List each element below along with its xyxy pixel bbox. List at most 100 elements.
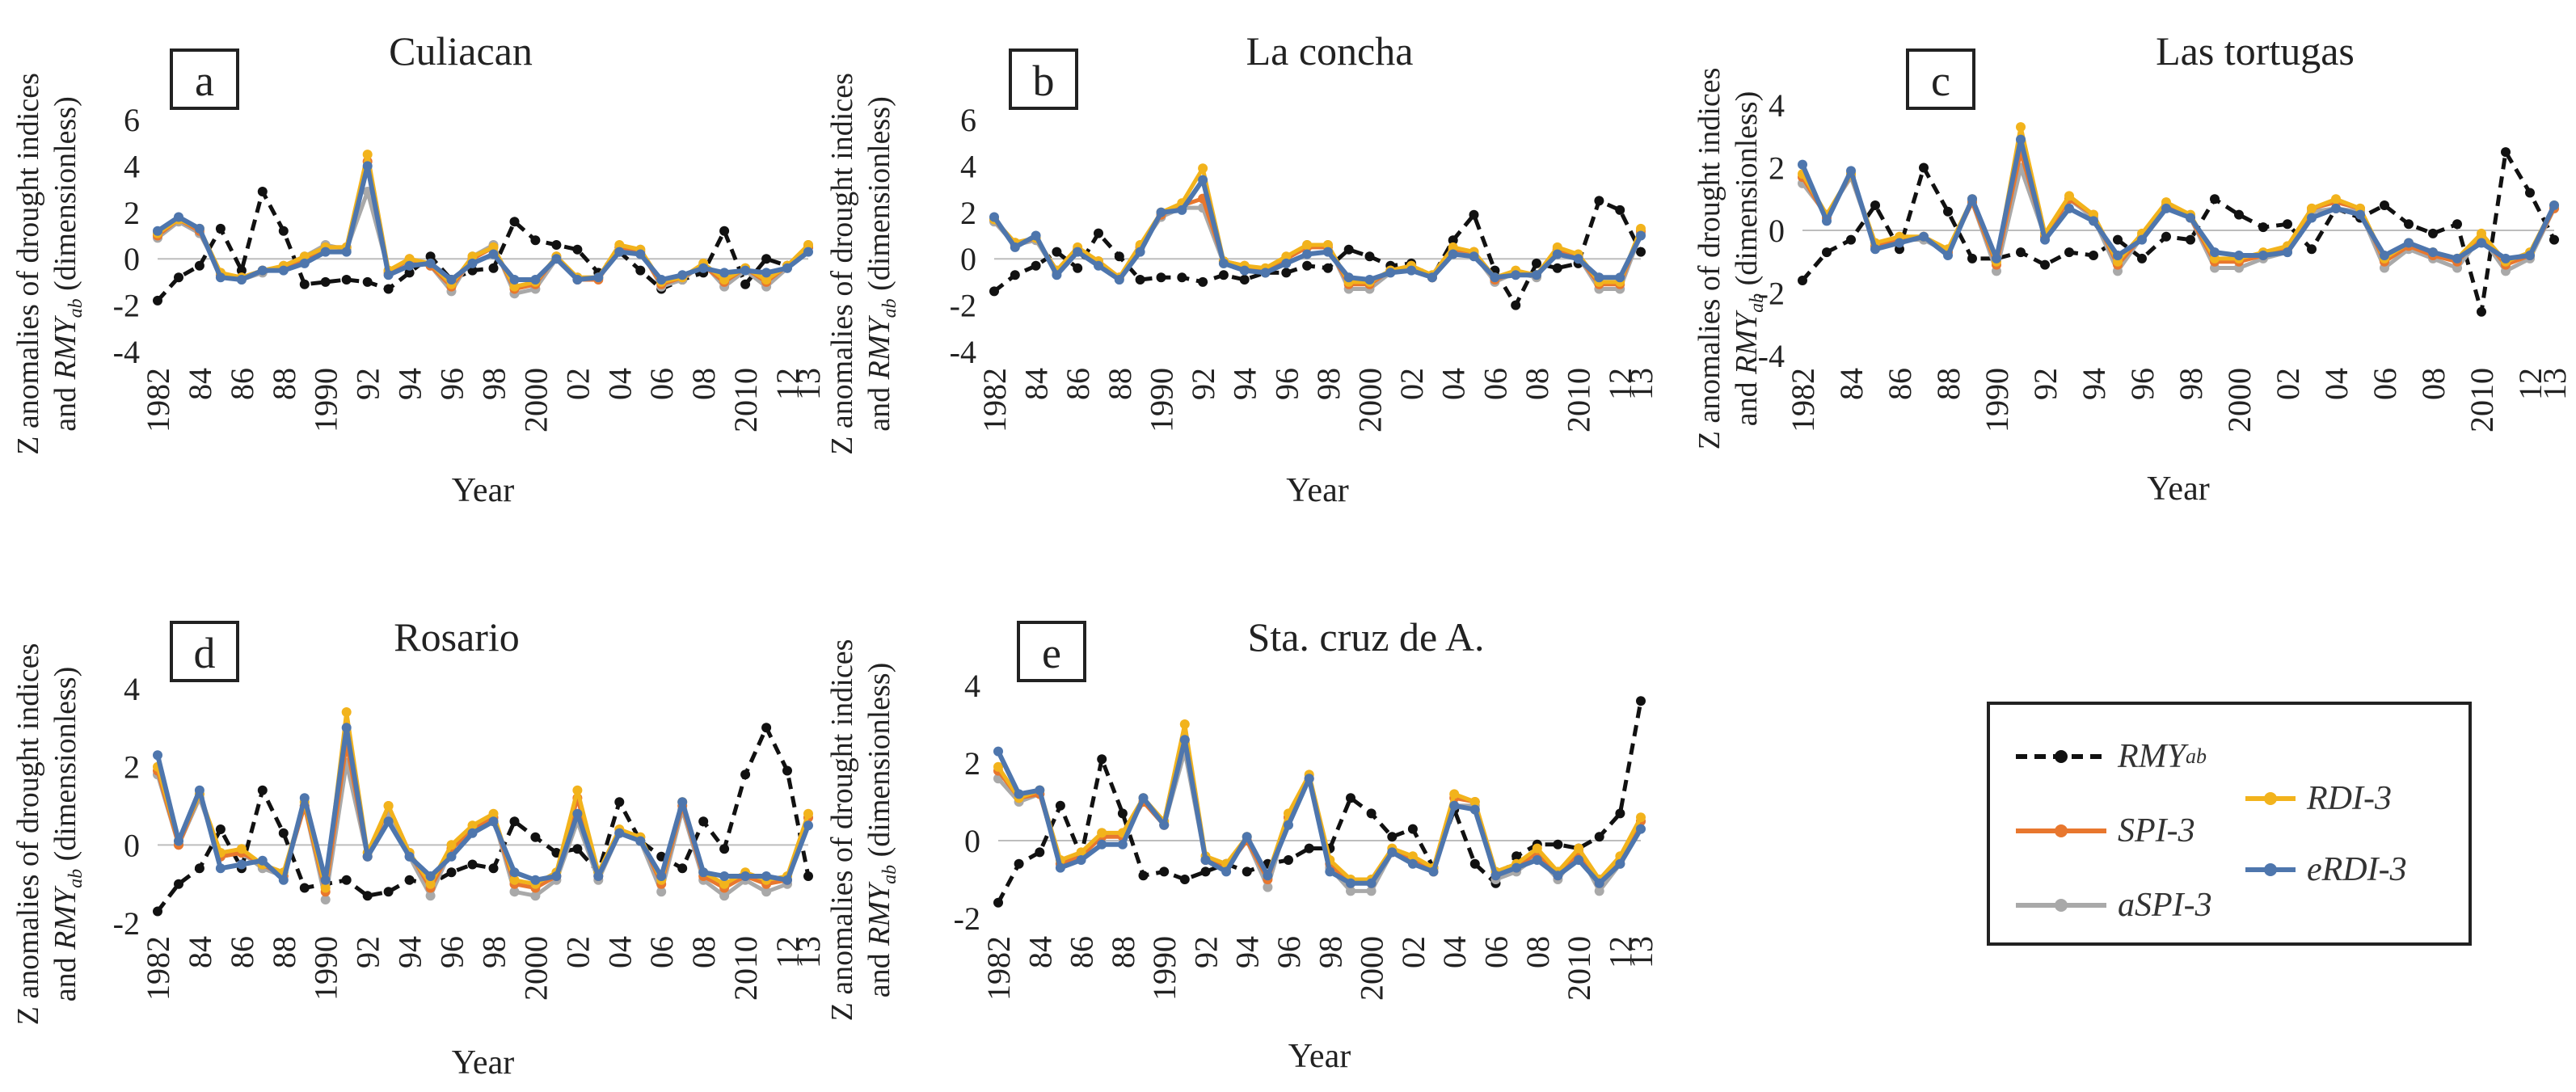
data-point: [719, 268, 730, 278]
series-rdi-3: [989, 163, 1646, 287]
data-point: [1822, 247, 1832, 258]
data-point: [2549, 234, 2559, 245]
data-point: [1992, 253, 2001, 264]
data-point: [341, 723, 352, 733]
data-point: [1511, 300, 1521, 310]
x-tick-label: 84: [1833, 368, 1870, 400]
x-tick-label: 02: [559, 936, 596, 968]
data-point: [656, 887, 667, 897]
data-point: [1552, 249, 1562, 259]
data-point: [2452, 219, 2462, 230]
data-point: [1055, 800, 1065, 811]
data-point: [1239, 265, 1250, 276]
data-point: [1615, 272, 1625, 283]
y-axis-label-sub: ab: [879, 298, 900, 318]
y-tick-label: 2: [960, 195, 976, 231]
data-point: [1366, 886, 1377, 896]
data-point: [1284, 820, 1293, 830]
x-tick-label: 02: [1393, 368, 1430, 400]
data-point: [2040, 234, 2050, 245]
data-point: [782, 263, 792, 273]
data-point: [1511, 851, 1522, 862]
data-point: [1302, 240, 1313, 250]
data-point: [2016, 134, 2026, 145]
data-point: [698, 816, 709, 827]
data-point: [446, 867, 457, 878]
x-tick-label: 98: [1310, 368, 1347, 400]
data-point: [1014, 858, 1024, 869]
series-spi-3: [989, 193, 1646, 289]
x-tick-label: 94: [2076, 368, 2112, 400]
data-point: [1636, 824, 1646, 834]
data-point: [1553, 871, 1563, 881]
x-tick-label: 94: [1227, 368, 1263, 400]
data-point: [614, 828, 625, 838]
data-point: [2137, 234, 2147, 245]
data-point: [467, 859, 478, 870]
data-point: [1532, 258, 1541, 268]
series-line: [156, 189, 810, 302]
data-point: [1010, 242, 1020, 252]
data-point: [362, 161, 373, 171]
data-point: [1094, 260, 1103, 271]
x-tick-label: 92: [350, 368, 386, 400]
data-point: [1967, 253, 1977, 264]
data-point: [1615, 204, 1625, 215]
data-point: [1615, 858, 1625, 869]
data-point: [1156, 272, 1166, 283]
x-tick-label: 88: [266, 936, 302, 968]
y-tick-label: -4: [950, 334, 976, 370]
data-point: [488, 263, 499, 273]
data-point: [1114, 275, 1124, 285]
data-point: [719, 275, 730, 285]
data-point: [1449, 789, 1460, 799]
data-point: [446, 840, 457, 850]
data-point: [1346, 878, 1355, 888]
data-point: [1469, 858, 1480, 869]
x-tick-label: 13: [1623, 936, 1659, 968]
data-point: [1387, 832, 1398, 842]
x-tick-label: 2000: [2221, 368, 2258, 432]
data-point: [1594, 832, 1604, 842]
data-point: [1031, 260, 1041, 271]
x-tick-label: 02: [2270, 368, 2306, 400]
data-point: [1097, 828, 1107, 838]
data-point: [2477, 228, 2486, 238]
data-point: [153, 295, 162, 306]
data-point: [1200, 855, 1211, 865]
y-tick-label: 2: [1769, 150, 1785, 187]
x-tick-label: 84: [182, 368, 218, 400]
data-point: [2404, 219, 2414, 230]
panel-letter-box: [1017, 621, 1086, 682]
x-tick-label: 96: [434, 368, 470, 400]
data-point: [1281, 251, 1292, 262]
x-tick-label: 96: [1268, 368, 1305, 400]
data-point: [1135, 275, 1145, 285]
data-point: [299, 793, 310, 803]
legend-label-rmyab: RMY: [2118, 738, 2186, 775]
legend-sub-rmyab: ab: [2186, 744, 2207, 768]
panel-letter-box: [1906, 48, 1975, 110]
data-point: [1135, 247, 1145, 257]
legend-label-erdi3: eRDI-3: [2307, 851, 2407, 888]
data-point: [404, 875, 415, 885]
x-tick-label: 86: [1060, 368, 1096, 400]
y-axis-label-rmy: RMY: [862, 315, 896, 381]
data-point: [2137, 253, 2147, 264]
data-point: [2186, 213, 2195, 223]
x-tick-label: 2010: [727, 936, 764, 1001]
data-point: [2331, 203, 2341, 213]
data-point: [1010, 270, 1020, 280]
data-point: [2258, 251, 2268, 260]
y-axis-label-line1: Z anomalies of drought indices: [11, 643, 45, 1026]
y-axis-label-and: and: [48, 379, 82, 431]
data-point: [1967, 194, 1977, 204]
data-point: [1822, 216, 1832, 226]
data-point: [1636, 223, 1646, 234]
x-tick-label: 1982: [976, 368, 1013, 432]
y-axis-label-line2: and RMYab (dimensionless): [1730, 91, 1768, 427]
data-point: [635, 836, 646, 846]
panel-letter-box: [1009, 48, 1078, 110]
x-axis-label: Year: [1288, 1038, 1351, 1075]
